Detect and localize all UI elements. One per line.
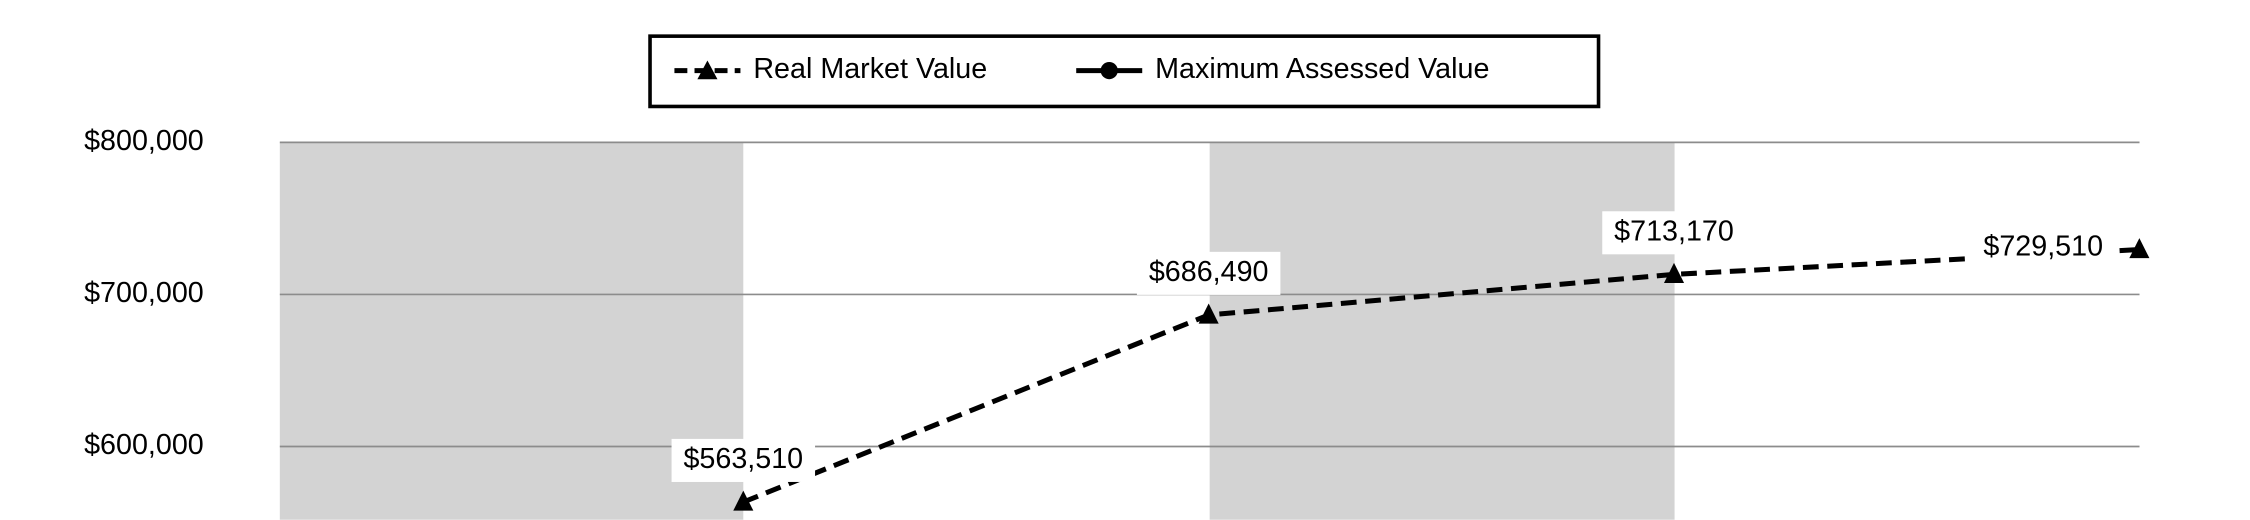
data-label: $713,170 <box>1614 215 1734 247</box>
data-label-bg <box>1602 211 1746 255</box>
labels: $600,000 $700,000 $800,000 $563,510 $686,490… <box>84 125 2115 482</box>
legend-marker <box>697 60 718 80</box>
data-label-bg <box>1136 251 1281 295</box>
legend: Real Market Value Maximum Assessed Value <box>648 34 1601 109</box>
legend-label: Maximum Assessed Value <box>1155 53 1489 85</box>
series-line <box>742 247 2140 505</box>
legend-marker <box>1100 61 1118 80</box>
data-label: $686,490 <box>1149 256 1269 288</box>
y-tick-label: $600,000 <box>84 429 204 461</box>
marker <box>1198 303 1219 324</box>
plot-band <box>1209 142 1675 520</box>
marker <box>2129 238 2150 259</box>
plot-bands <box>279 142 1675 520</box>
y-tick-label: $700,000 <box>84 277 204 309</box>
plot-band <box>279 142 744 520</box>
marker <box>733 490 754 511</box>
data-label-bg <box>1971 226 2115 270</box>
marker <box>1663 262 1685 284</box>
data-label-bg <box>671 438 816 482</box>
data-label: $563,510 <box>683 443 803 475</box>
data-label: $729,510 <box>1983 231 2103 263</box>
legend-label: Real Market Value <box>753 53 987 85</box>
y-tick-label: $800,000 <box>84 125 204 157</box>
series-lines <box>733 238 2150 511</box>
